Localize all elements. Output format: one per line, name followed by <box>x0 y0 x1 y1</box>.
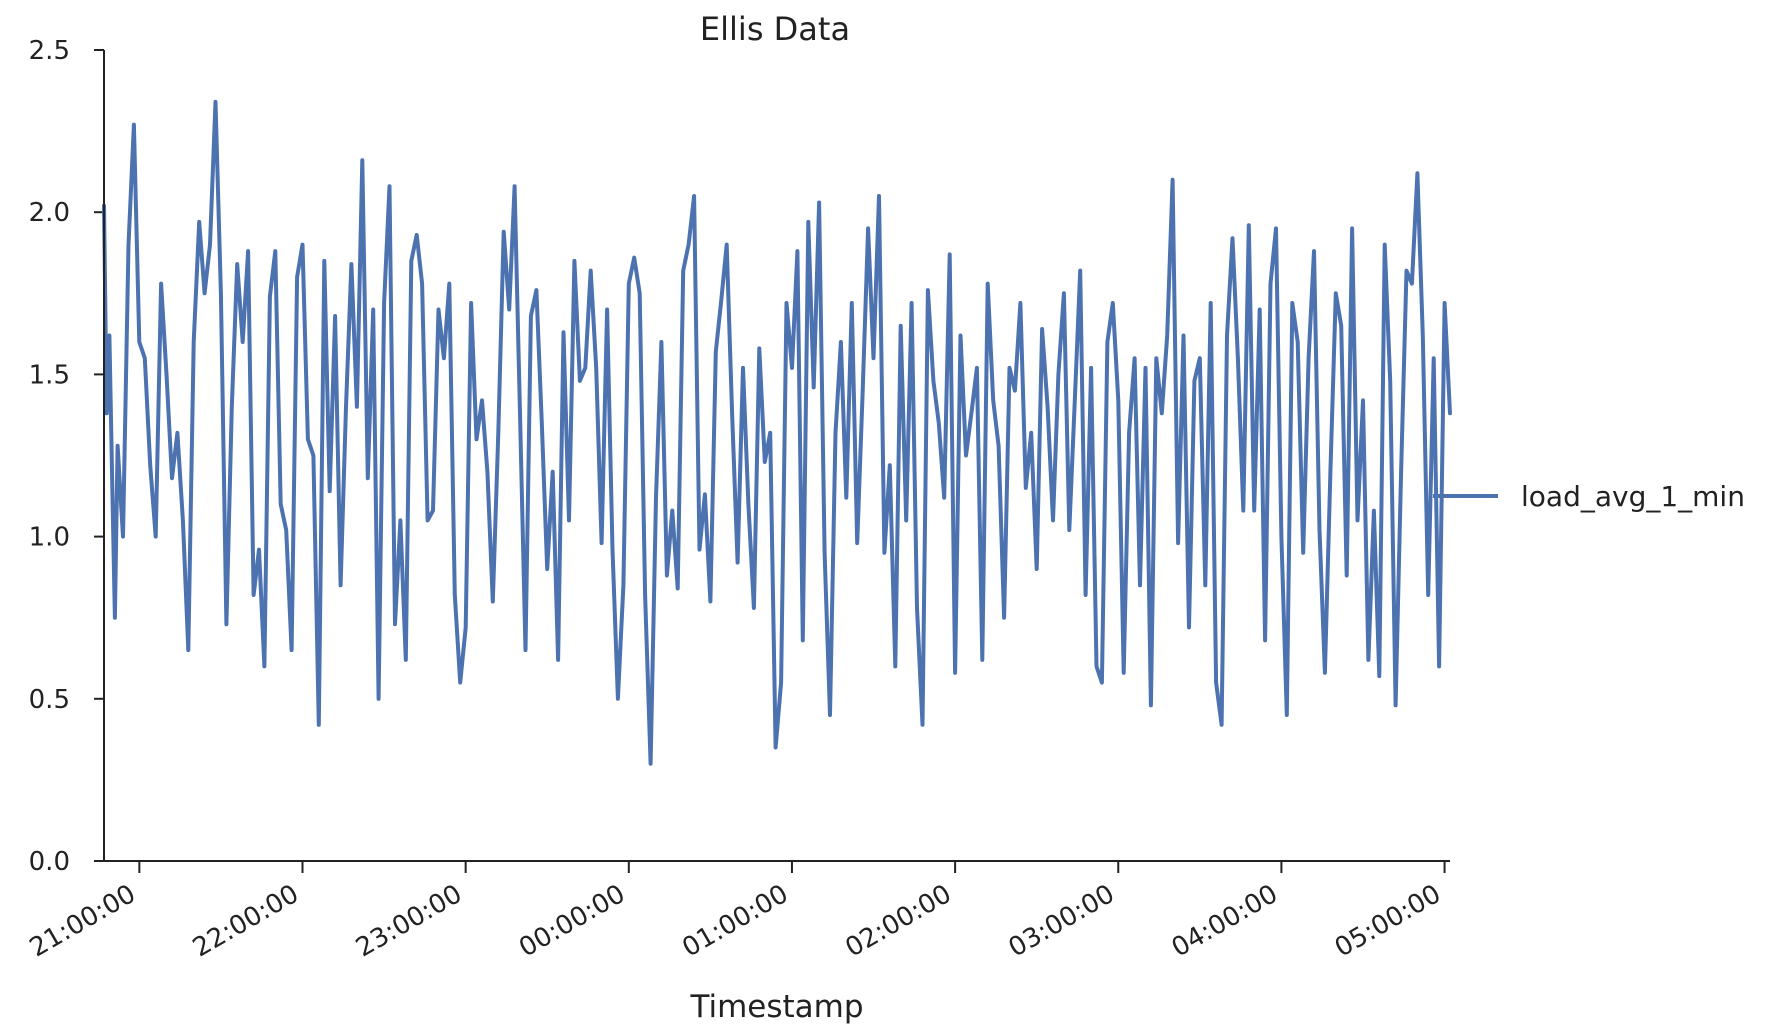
x-tick-label: 02:00:00 <box>840 879 956 963</box>
y-tick-label: 1.0 <box>29 523 70 553</box>
y-tick-label: 0.5 <box>29 685 70 715</box>
x-axis-label: Timestamp <box>689 989 863 1025</box>
x-tick-label: 21:00:00 <box>25 879 141 963</box>
legend-label: load_avg_1_min <box>1521 480 1745 513</box>
x-tick-label: 23:00:00 <box>351 879 467 963</box>
legend: load_avg_1_min <box>1433 480 1745 513</box>
x-axis: 21:00:00 22:00:00 23:00:00 00:00:00 01:00:00… <box>25 861 1446 963</box>
x-tick-label: 05:00:00 <box>1330 879 1446 963</box>
x-tick-label: 04:00:00 <box>1167 879 1283 963</box>
x-tick-label: 22:00:00 <box>188 879 304 963</box>
series-line-load-avg-1-min <box>102 99 1452 766</box>
chart-title: Ellis Data <box>700 10 850 48</box>
y-tick-label: 0.0 <box>29 847 70 877</box>
y-axis: 0.0 0.5 1.0 1.5 2.0 2.5 <box>29 36 104 877</box>
x-tick-label: 03:00:00 <box>1004 879 1120 963</box>
x-tick-label: 01:00:00 <box>677 879 793 963</box>
x-tick-label: 00:00:00 <box>514 879 630 963</box>
y-tick-label: 2.0 <box>29 198 70 228</box>
y-tick-label: 2.5 <box>29 36 70 66</box>
y-tick-label: 1.5 <box>29 360 70 390</box>
